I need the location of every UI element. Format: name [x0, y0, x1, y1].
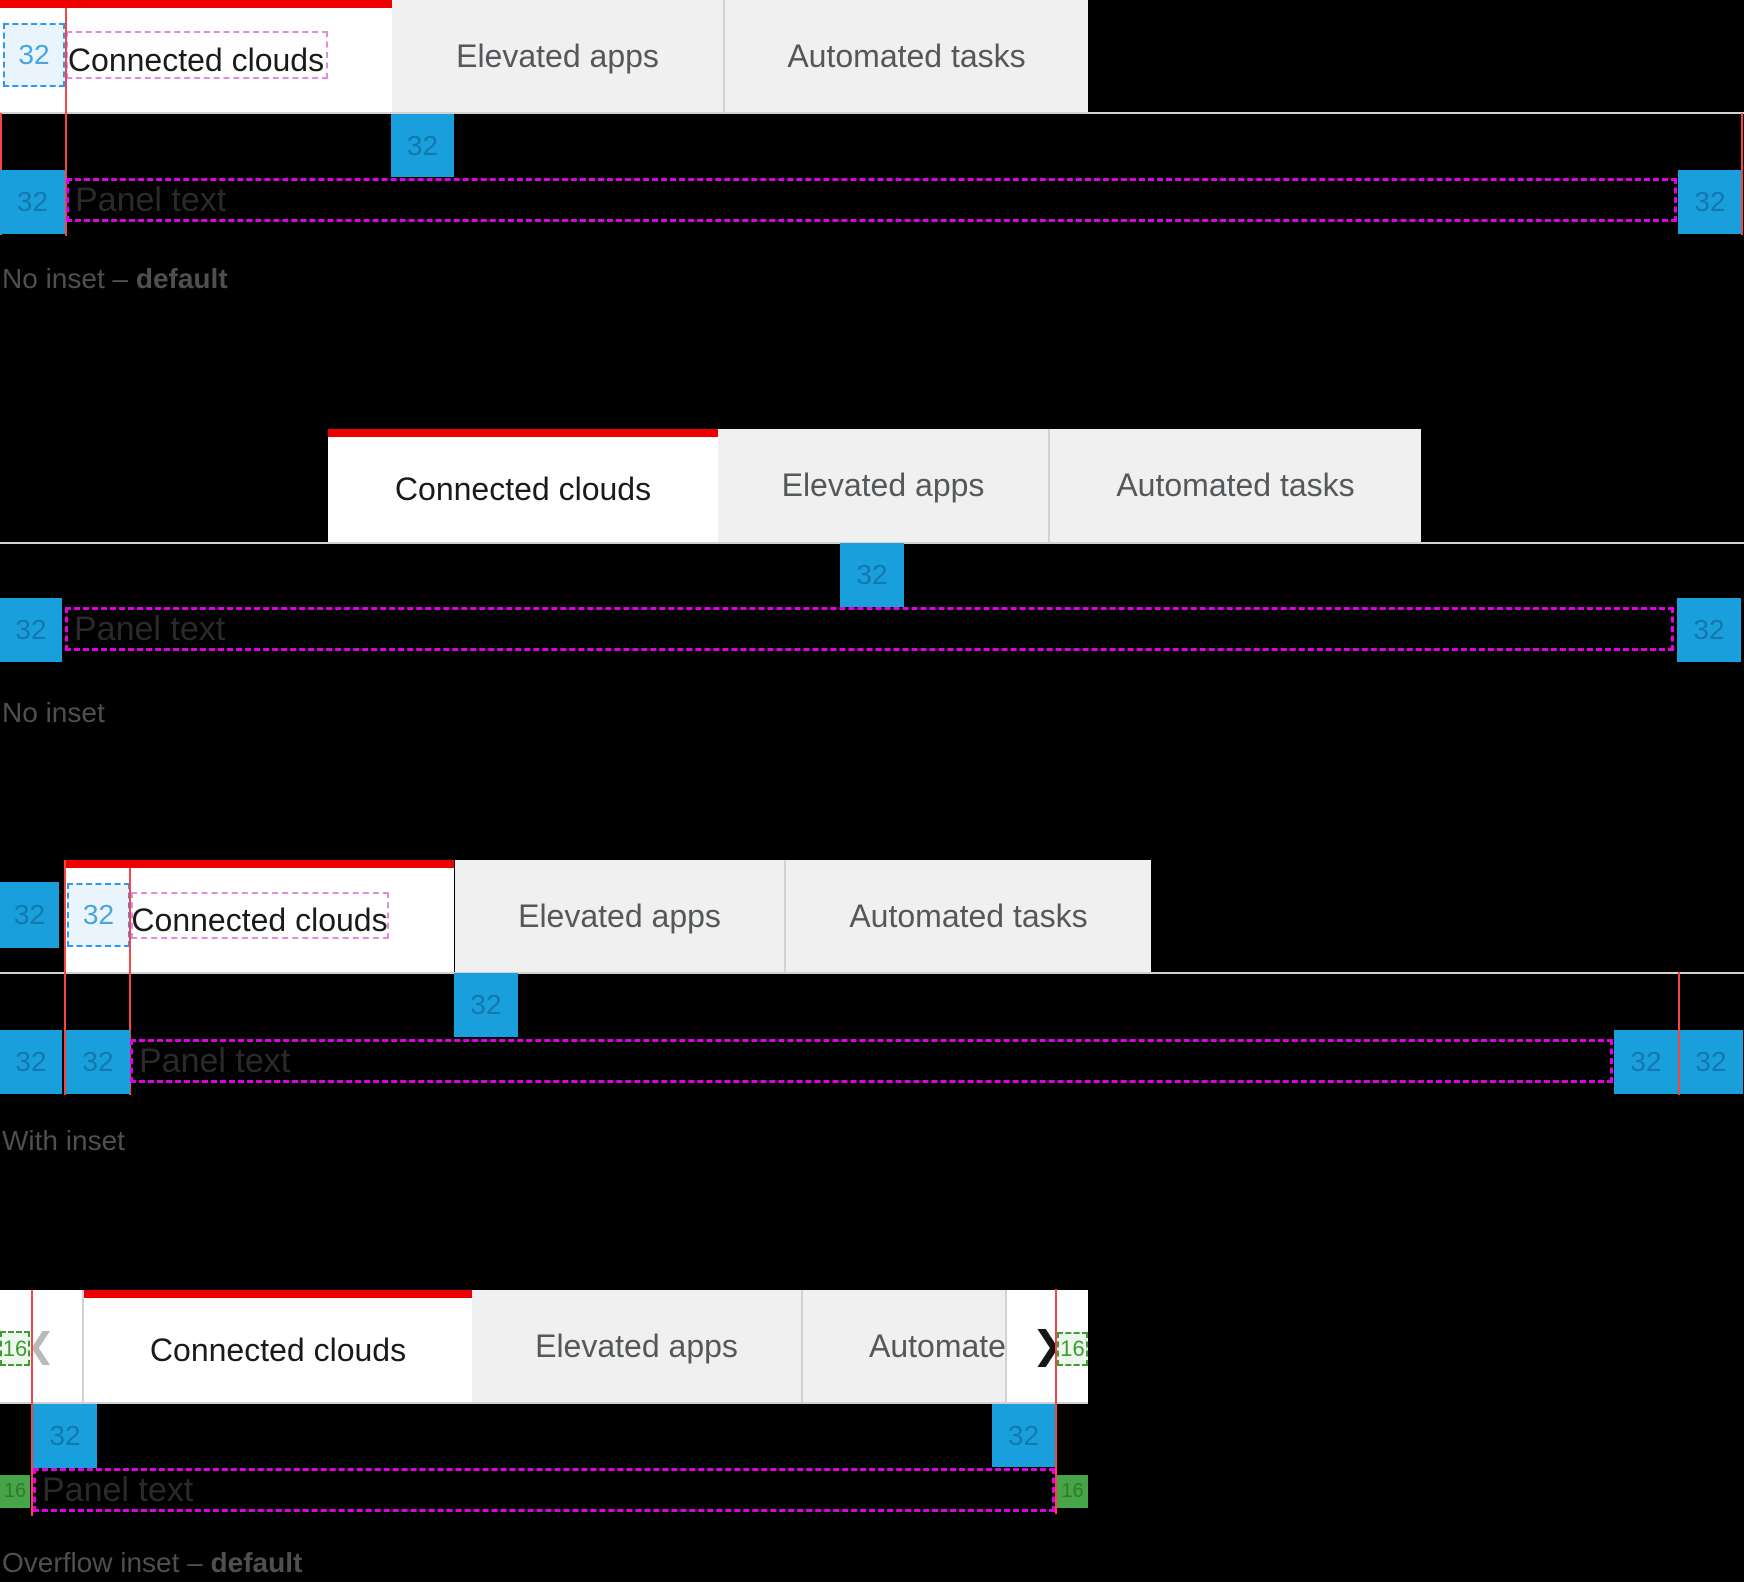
tab-label: Automated tasks: [849, 897, 1088, 934]
measure-line: [31, 1290, 33, 1516]
spacer-32-square: 32: [33, 1404, 97, 1468]
text-bounds-annotation: [66, 31, 328, 79]
panel-text: Panel text: [42, 1470, 194, 1509]
tab-automated-tasks-clipped[interactable]: Automated tasks: [803, 1290, 1005, 1402]
section-caption: With inset: [2, 1124, 125, 1158]
spacer-32-square: 32: [0, 170, 65, 234]
measure-line: [64, 860, 66, 1095]
spacer-annotation-32-box: 32: [3, 23, 65, 87]
panel-text: Panel text: [75, 180, 227, 219]
tab-label: Elevated apps: [518, 897, 721, 934]
section-caption: No inset – default: [2, 262, 228, 296]
tab-elevated-apps[interactable]: Elevated apps: [718, 429, 1050, 542]
tab-label: Connected clouds: [394, 471, 652, 507]
active-tab-indicator: [0, 0, 392, 8]
spacer-value: 32: [406, 129, 439, 161]
section-caption: Overflow inset – default: [2, 1546, 302, 1580]
spacer-value: 32: [13, 899, 46, 930]
spacer-value: 32: [49, 1420, 81, 1451]
spacer-32-square: 32: [0, 1030, 62, 1094]
active-tab-indicator: [84, 1290, 472, 1298]
spacer-value: 32: [82, 899, 115, 930]
spacer-32-square: 32: [391, 114, 454, 177]
spacer-32-square: 32: [0, 882, 59, 948]
inset-value: 16: [2, 1335, 28, 1361]
panel-text-box: Panel text: [65, 607, 1674, 651]
tab-automated-tasks[interactable]: Automated tasks: [786, 860, 1151, 972]
spacer-32-square: 32: [1679, 1030, 1743, 1094]
inset-16-square: 16: [0, 1475, 30, 1508]
tab-automated-tasks[interactable]: Automated tasks: [725, 0, 1088, 112]
measure-line: [129, 868, 131, 1095]
measure-line: [65, 8, 67, 236]
measure-line: [1678, 972, 1680, 1095]
caption-text: Overflow inset –: [2, 1547, 211, 1578]
spacer-value: 32: [1007, 1419, 1040, 1451]
tab-automated-tasks[interactable]: Automated tasks: [1050, 429, 1421, 542]
active-tab-indicator: [328, 429, 718, 437]
spacer-32-square: 32: [66, 1030, 130, 1094]
spacer-32-square: 32: [992, 1404, 1055, 1467]
tab-label: Elevated apps: [456, 37, 659, 74]
spacer-value: 32: [15, 1046, 47, 1077]
panel-text: Panel text: [139, 1041, 291, 1080]
tab-label: Connected clouds: [67, 41, 325, 78]
tab-label: Elevated apps: [781, 467, 985, 503]
tab-elevated-apps[interactable]: Elevated apps: [455, 860, 786, 972]
spacer-value: 32: [15, 614, 47, 645]
inset-value: 16: [1061, 1480, 1084, 1502]
spacer-value: 32: [1695, 1046, 1727, 1077]
caption-bold: default: [135, 263, 228, 294]
inset-value: 16: [1060, 1336, 1085, 1361]
caption-bold: default: [210, 1547, 303, 1578]
inset-annotation-16-box: 16: [0, 1331, 30, 1366]
spacer-32-square: 32: [840, 543, 904, 607]
caption-text: No inset –: [2, 263, 136, 294]
spacer-value: 32: [16, 186, 49, 217]
active-tab-indicator: [65, 860, 454, 868]
panel-text-box: Panel text: [66, 178, 1677, 222]
tab-label: Connected clouds: [149, 1331, 407, 1368]
spacer-value: 32: [82, 1046, 114, 1077]
spacer-32-square: 32: [1678, 170, 1742, 234]
spacer-value: 32: [1630, 1046, 1662, 1077]
spacer-value: 32: [856, 559, 888, 590]
caption-text: No inset: [2, 697, 105, 728]
inset-16-square: 16: [1057, 1475, 1088, 1508]
tab-label: Automated tasks: [787, 37, 1026, 74]
measure-line: [1741, 113, 1743, 235]
tab-label: Automated tasks: [869, 1327, 1005, 1364]
panel-text: Panel text: [74, 609, 226, 648]
tab-label: Automated tasks: [1116, 467, 1355, 503]
tab-label: Connected clouds: [131, 901, 388, 938]
tabbar-bottom-border: [0, 1402, 1088, 1404]
tabbar-bottom-border: [0, 972, 1744, 974]
tab-connected-clouds[interactable]: Connected clouds: [328, 429, 718, 542]
panel-text-box: Panel text: [33, 1468, 1055, 1512]
spacer-value: 32: [18, 39, 50, 70]
spacer-value: 32: [1693, 614, 1725, 645]
tab-elevated-apps[interactable]: Elevated apps: [472, 1290, 803, 1402]
spacer-value: 32: [470, 989, 502, 1020]
measure-line: [1055, 1289, 1057, 1514]
spacer-value: 32: [1694, 186, 1726, 217]
section-caption: No inset: [2, 696, 105, 730]
tab-label: Elevated apps: [535, 1327, 738, 1364]
text-bounds-annotation: [131, 892, 389, 939]
tab-connected-clouds[interactable]: Connected clouds: [84, 1290, 472, 1402]
inset-annotation-16-box: 16: [1057, 1332, 1088, 1366]
inset-value: 16: [3, 1480, 27, 1502]
spacer-annotation-32-box: 32: [67, 883, 130, 947]
panel-text-box: Panel text: [130, 1039, 1613, 1083]
spacer-32-square: 32: [1614, 1030, 1678, 1094]
spacer-32-square: 32: [0, 598, 62, 662]
tabbar-bottom-border: [0, 112, 1744, 114]
spacer-32-square: 32: [1677, 598, 1741, 662]
caption-text: With inset: [2, 1125, 125, 1156]
tab-elevated-apps[interactable]: Elevated apps: [392, 0, 725, 112]
spacer-32-square: 32: [454, 973, 518, 1037]
